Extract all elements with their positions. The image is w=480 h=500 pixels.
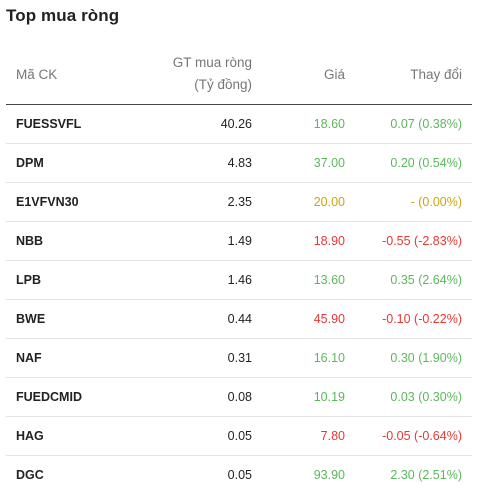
price: 20.00 — [313, 195, 345, 209]
price: 18.90 — [313, 234, 345, 248]
net-buy-value: 40.26 — [220, 117, 252, 131]
header-net-buy-value-line2: (Tỷ đồng) — [194, 77, 252, 92]
price-change: - (0.00%) — [410, 195, 462, 209]
price: 7.80 — [320, 429, 345, 443]
price-change: 0.35 (2.64%) — [390, 273, 462, 287]
price: 45.90 — [313, 312, 345, 326]
table-row[interactable]: FUESSVFL 40.26 18.60 0.07 (0.38%) — [6, 105, 472, 144]
table-row[interactable]: NBB 1.49 18.90 -0.55 (-2.83%) — [6, 222, 472, 261]
table-row[interactable]: DPM 4.83 37.00 0.20 (0.54%) — [6, 144, 472, 183]
price-change: 0.07 (0.38%) — [390, 117, 462, 131]
table-header: Mã CK GT mua ròng (Tỷ đồng) Giá Thay đổi — [6, 52, 472, 104]
net-buy-value: 0.44 — [227, 312, 252, 326]
price: 18.60 — [313, 117, 345, 131]
price-change: 2.30 (2.51%) — [390, 468, 462, 482]
stock-code[interactable]: NAF — [16, 351, 42, 365]
net-buy-value: 4.83 — [227, 156, 252, 170]
price: 10.19 — [313, 390, 345, 404]
table-body: FUESSVFL 40.26 18.60 0.07 (0.38%) DPM 4.83 37.… — [6, 105, 472, 494]
header-net-buy-value-line1: GT mua ròng — [172, 55, 252, 70]
header-net-buy-value[interactable]: GT mua ròng (Tỷ đồng) — [173, 52, 252, 96]
stock-code[interactable]: NBB — [16, 234, 44, 248]
table-row[interactable]: NAF 0.31 16.10 0.30 (1.90%) — [6, 339, 472, 378]
header-price[interactable]: Giá — [323, 67, 345, 82]
price: 37.00 — [313, 156, 345, 170]
price: 16.10 — [313, 351, 345, 365]
stock-code[interactable]: E1VFVN30 — [16, 195, 79, 209]
widget-title: Top mua ròng — [6, 6, 120, 25]
price-change: -0.10 (-0.22%) — [382, 312, 462, 326]
net-buy-value: 0.08 — [227, 390, 252, 404]
stock-code[interactable]: BWE — [16, 312, 46, 326]
net-buy-value: 0.05 — [227, 429, 252, 443]
price-change: 0.03 (0.30%) — [390, 390, 462, 404]
price-change: -0.55 (-2.83%) — [382, 234, 462, 248]
header-code[interactable]: Mã CK — [16, 67, 58, 82]
stock-code[interactable]: DGC — [16, 468, 44, 482]
stock-code[interactable]: FUEDCMID — [16, 390, 82, 404]
price-change: 0.20 (0.54%) — [390, 156, 462, 170]
header-divider — [6, 104, 472, 105]
stock-code[interactable]: HAG — [16, 429, 44, 443]
net-buy-value: 0.05 — [227, 468, 252, 482]
stock-code[interactable]: FUESSVFL — [16, 117, 82, 131]
stock-code[interactable]: DPM — [16, 156, 44, 170]
net-buy-value: 1.46 — [227, 273, 252, 287]
table-row[interactable]: DGC 0.05 93.90 2.30 (2.51%) — [6, 456, 472, 494]
table-row[interactable]: E1VFVN30 2.35 20.00 - (0.00%) — [6, 183, 472, 222]
price-change: -0.05 (-0.64%) — [382, 429, 462, 443]
table-row[interactable]: FUEDCMID 0.08 10.19 0.03 (0.30%) — [6, 378, 472, 417]
stock-code[interactable]: LPB — [16, 273, 41, 287]
price: 93.90 — [313, 468, 345, 482]
table-row[interactable]: LPB 1.46 13.60 0.35 (2.64%) — [6, 261, 472, 300]
price: 13.60 — [313, 273, 345, 287]
table-row[interactable]: HAG 0.05 7.80 -0.05 (-0.64%) — [6, 417, 472, 456]
net-buy-value: 2.35 — [227, 195, 252, 209]
net-buy-value: 0.31 — [227, 351, 252, 365]
header-change[interactable]: Thay đổi — [410, 67, 462, 82]
table-row[interactable]: BWE 0.44 45.90 -0.10 (-0.22%) — [6, 300, 472, 339]
net-buy-value: 1.49 — [227, 234, 252, 248]
price-change: 0.30 (1.90%) — [390, 351, 462, 365]
